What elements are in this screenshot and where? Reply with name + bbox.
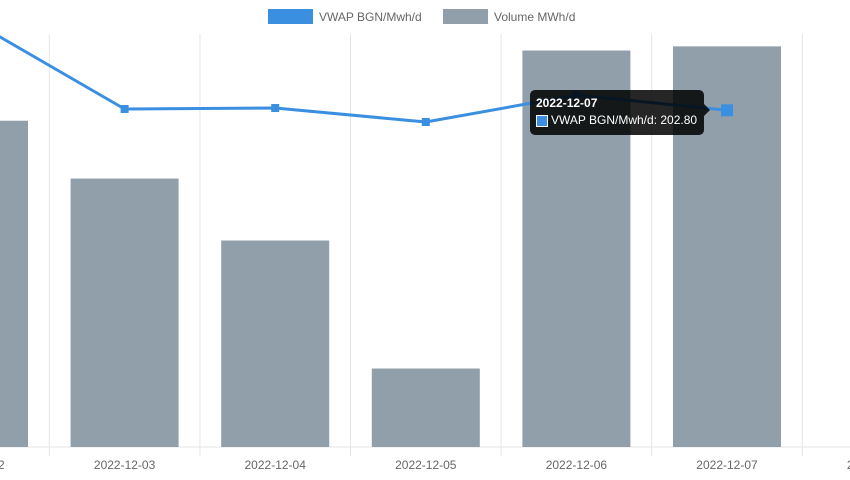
x-axis: 2022-12-02 2022-12-03 2022-12-04 2022-12-05… — [0, 458, 850, 472]
legend-label-vwap: VWAP BGN/Mwh/d — [319, 10, 422, 24]
legend-label-volume: Volume MWh/d — [494, 10, 575, 24]
x-tick-label: 2022-12-07 — [696, 458, 758, 472]
x-tick-label: 2022-12-08 — [847, 458, 850, 472]
legend-item-vwap[interactable]: VWAP BGN/Mwh/d — [268, 9, 422, 24]
volume-bar — [371, 368, 480, 447]
vwap-point — [120, 105, 129, 113]
x-tick-label: 2022-12-03 — [94, 458, 156, 472]
x-tick-label: 2022-12-06 — [546, 458, 608, 472]
vwap-point-active — [721, 104, 733, 117]
legend-swatch-volume — [443, 9, 488, 24]
tooltip-row: VWAP BGN/Mwh/d: 202.80 — [536, 112, 697, 129]
legend: VWAP BGN/Mwh/d Volume MWh/d — [268, 9, 575, 24]
legend-swatch-vwap — [268, 9, 313, 24]
x-tick-label: 2022-12-04 — [245, 458, 307, 472]
tooltip-separator: : — [653, 113, 661, 127]
x-tick-label: 2022-12-05 — [395, 458, 457, 472]
tooltip-caret — [704, 104, 711, 116]
legend-item-volume[interactable]: Volume MWh/d — [443, 9, 575, 24]
volume-bar — [221, 240, 330, 447]
tooltip-series-label: VWAP BGN/Mwh/d — [551, 113, 654, 127]
x-tick-label: 2022-12-02 — [0, 458, 5, 472]
tooltip-swatch — [536, 114, 548, 127]
tooltip-value: 202.80 — [660, 113, 698, 127]
vwap-point — [421, 118, 430, 126]
vwap-point — [271, 104, 280, 113]
volume-bar — [0, 120, 28, 447]
tooltip-title: 2022-12-07 — [536, 96, 598, 110]
volume-bars — [0, 46, 781, 448]
volume-bar — [70, 178, 179, 448]
tooltip: 2022-12-07 VWAP BGN/Mwh/d: 202.80 — [530, 90, 711, 135]
